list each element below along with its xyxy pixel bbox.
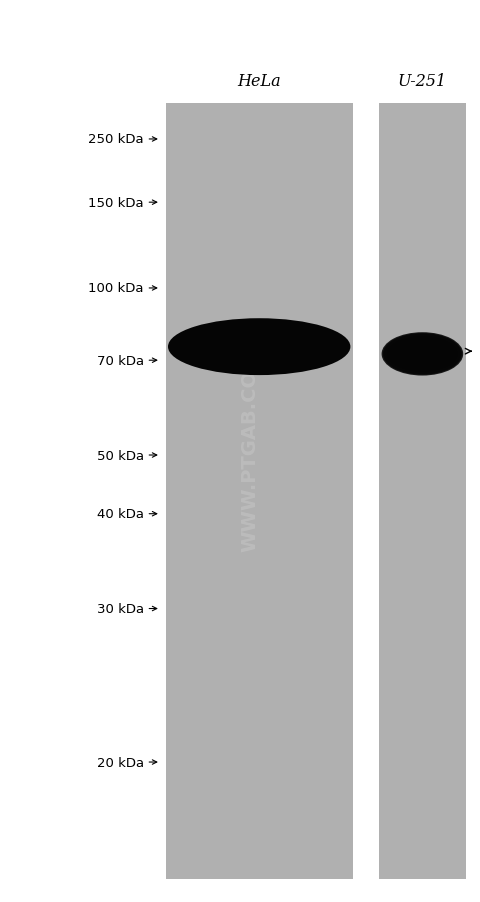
Ellipse shape bbox=[168, 319, 350, 375]
Ellipse shape bbox=[217, 339, 301, 355]
Ellipse shape bbox=[394, 342, 451, 367]
Ellipse shape bbox=[179, 324, 339, 371]
Ellipse shape bbox=[204, 334, 315, 361]
Ellipse shape bbox=[173, 321, 345, 373]
Ellipse shape bbox=[391, 340, 454, 369]
Text: HeLa: HeLa bbox=[238, 73, 281, 90]
Bar bbox=[379, 104, 466, 879]
Ellipse shape bbox=[187, 327, 331, 368]
Ellipse shape bbox=[215, 338, 304, 356]
Text: 30 kDa: 30 kDa bbox=[97, 603, 144, 615]
Ellipse shape bbox=[395, 343, 450, 366]
Ellipse shape bbox=[396, 344, 448, 365]
Ellipse shape bbox=[223, 342, 296, 353]
Ellipse shape bbox=[206, 335, 312, 360]
Ellipse shape bbox=[209, 336, 310, 359]
Text: 40 kDa: 40 kDa bbox=[97, 508, 144, 520]
Ellipse shape bbox=[390, 339, 455, 370]
Ellipse shape bbox=[408, 352, 436, 357]
Text: 20 kDa: 20 kDa bbox=[97, 756, 144, 769]
Text: 150 kDa: 150 kDa bbox=[88, 197, 144, 209]
Ellipse shape bbox=[184, 326, 334, 369]
Ellipse shape bbox=[176, 322, 342, 373]
Ellipse shape bbox=[393, 341, 452, 368]
Ellipse shape bbox=[382, 333, 463, 376]
Ellipse shape bbox=[384, 335, 461, 374]
Ellipse shape bbox=[406, 350, 439, 359]
Ellipse shape bbox=[192, 329, 326, 365]
Ellipse shape bbox=[399, 345, 446, 364]
Ellipse shape bbox=[386, 336, 458, 373]
Ellipse shape bbox=[201, 333, 318, 362]
Ellipse shape bbox=[388, 337, 457, 372]
Ellipse shape bbox=[410, 353, 435, 356]
Ellipse shape bbox=[190, 328, 328, 366]
Ellipse shape bbox=[228, 344, 290, 351]
Ellipse shape bbox=[226, 343, 293, 352]
Text: 250 kDa: 250 kDa bbox=[88, 133, 144, 146]
Bar bbox=[166, 104, 353, 879]
Ellipse shape bbox=[234, 346, 285, 348]
Ellipse shape bbox=[182, 325, 337, 370]
Text: 70 kDa: 70 kDa bbox=[97, 354, 144, 367]
Ellipse shape bbox=[171, 320, 348, 374]
Ellipse shape bbox=[220, 340, 299, 354]
Ellipse shape bbox=[385, 336, 459, 373]
Text: U-251: U-251 bbox=[398, 73, 447, 90]
Ellipse shape bbox=[411, 354, 434, 355]
Text: WWW.PTGAB.COM: WWW.PTGAB.COM bbox=[240, 350, 259, 552]
Ellipse shape bbox=[195, 330, 323, 364]
Text: 100 kDa: 100 kDa bbox=[88, 282, 144, 295]
Text: 50 kDa: 50 kDa bbox=[97, 449, 144, 462]
Ellipse shape bbox=[404, 348, 441, 361]
Ellipse shape bbox=[212, 337, 307, 357]
Ellipse shape bbox=[402, 347, 443, 362]
Ellipse shape bbox=[383, 334, 462, 375]
Ellipse shape bbox=[400, 345, 445, 364]
Ellipse shape bbox=[198, 331, 320, 364]
Ellipse shape bbox=[231, 345, 288, 350]
Ellipse shape bbox=[401, 346, 444, 363]
Ellipse shape bbox=[408, 351, 437, 358]
Ellipse shape bbox=[389, 338, 456, 371]
Ellipse shape bbox=[405, 349, 440, 360]
Ellipse shape bbox=[397, 344, 447, 365]
